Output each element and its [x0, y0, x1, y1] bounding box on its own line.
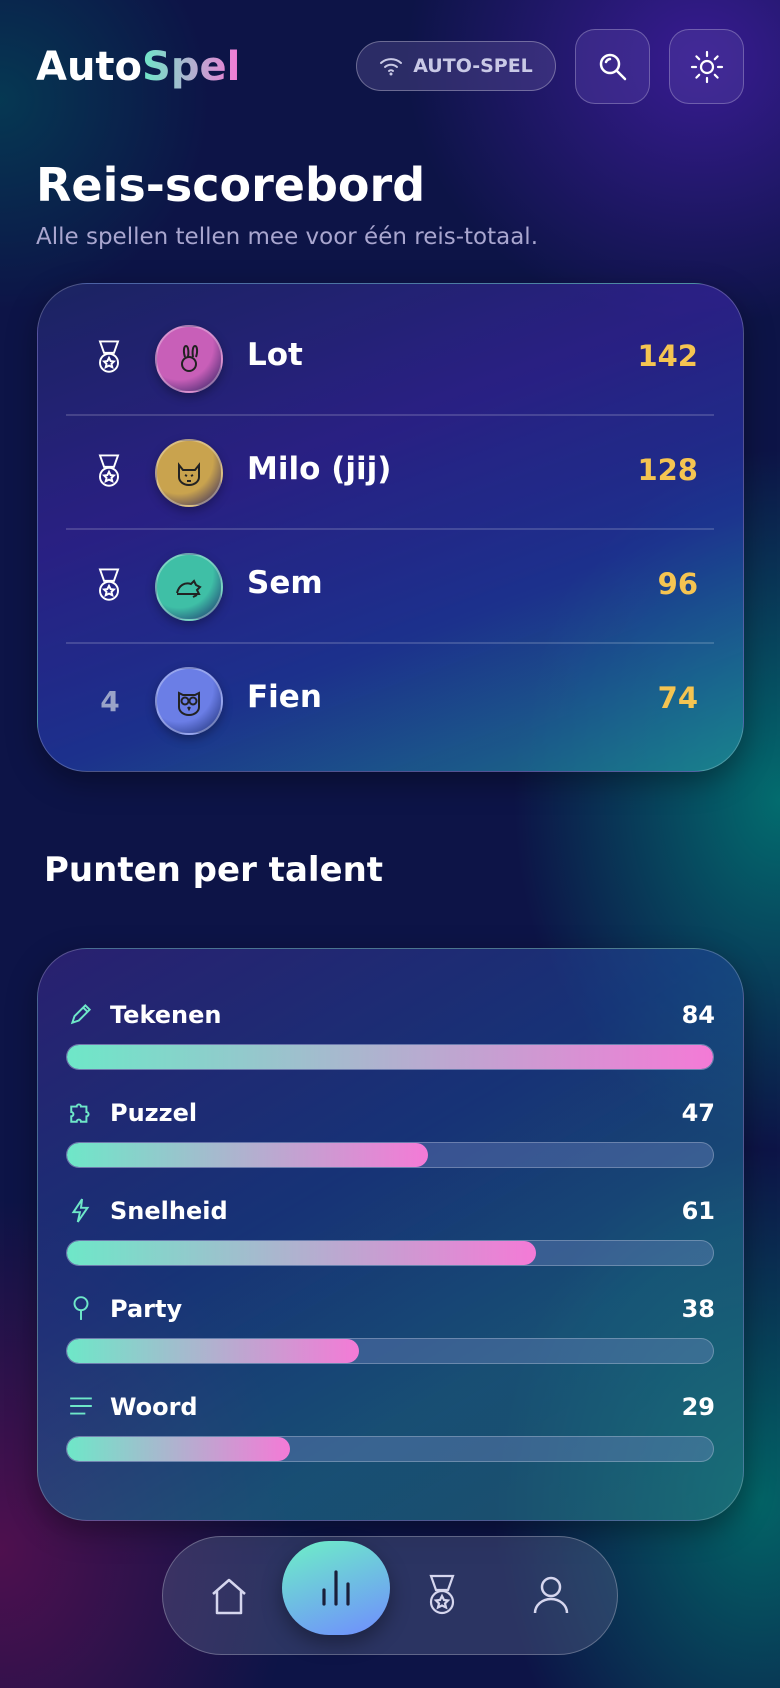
- player-score: 142: [637, 339, 698, 373]
- bar-track: [66, 1338, 714, 1364]
- avatar: [155, 667, 223, 735]
- bar-track: [66, 1436, 714, 1462]
- chart-icon: [322, 1570, 350, 1606]
- leader-row: Lot 142: [38, 301, 743, 415]
- nav-home[interactable]: [208, 1575, 250, 1617]
- medal-part: [98, 454, 120, 468]
- divider: [66, 528, 714, 530]
- player-name: Sem: [247, 565, 323, 601]
- talent-value: 38: [681, 1295, 715, 1323]
- medal-icon: [98, 568, 120, 601]
- page-subtitle: Alle spellen tellen mee voor één reis-to…: [36, 224, 539, 250]
- leaderboard-card: Lot 142 Milo (jij) 128 Sem 96 4 Fien 74: [37, 283, 744, 772]
- search-icon: [599, 53, 626, 80]
- talent-icon: [70, 1397, 92, 1415]
- nav-medals[interactable]: [425, 1573, 459, 1617]
- avatar-icon: [181, 344, 199, 372]
- medal-part: [99, 466, 119, 487]
- section-title: Punten per talent: [44, 850, 384, 890]
- talent-icon: [71, 1198, 90, 1223]
- player-name: Lot: [247, 337, 303, 373]
- sun-icon: [690, 50, 723, 83]
- divider: [66, 414, 714, 416]
- talent-value: 84: [681, 1001, 715, 1029]
- bar-fill: [67, 1241, 537, 1265]
- talents-card: Tekenen 84 Puzzel 47 Snelheid 61 Party 38 Woord 2…: [37, 948, 744, 1521]
- medal-part: [98, 454, 120, 487]
- leader-row: Sem 96: [38, 529, 743, 643]
- talent-name: Tekenen: [110, 1001, 222, 1029]
- mode-pill[interactable]: AUTO-SPEL: [356, 41, 556, 91]
- medal-part: [99, 352, 119, 373]
- brand: AutoSpel: [36, 44, 240, 90]
- bar-track: [66, 1044, 714, 1070]
- divider: [66, 642, 714, 644]
- bar-fill: [67, 1045, 713, 1069]
- player-name: Milo (jij): [247, 451, 392, 487]
- medal-part: [99, 580, 119, 601]
- player-name: Fien: [247, 679, 322, 715]
- medal-part: [101, 469, 117, 484]
- leader-row: 4 Fien 74: [38, 643, 743, 757]
- page-title: Reis-scorebord: [36, 158, 426, 212]
- avatar-icon: [178, 462, 200, 486]
- avatar-icon: [176, 579, 202, 598]
- medal-icon: [98, 340, 120, 373]
- bottom-nav: [162, 1536, 618, 1655]
- search-button[interactable]: [575, 29, 650, 104]
- bar-track: [66, 1240, 714, 1266]
- medal-icon: [98, 454, 120, 487]
- medal-part: [98, 568, 120, 601]
- mode-label: AUTO-SPEL: [413, 55, 533, 77]
- medal-part: [101, 355, 117, 370]
- avatar: [155, 439, 223, 507]
- talent-name: Woord: [110, 1393, 198, 1421]
- player-score: 128: [637, 453, 698, 487]
- rank: 4: [100, 685, 120, 718]
- medal-part: [101, 583, 117, 598]
- avatar-icon: [178, 691, 200, 716]
- talent-name: Party: [110, 1295, 183, 1323]
- talent-name: Snelheid: [110, 1197, 228, 1225]
- theme-button[interactable]: [669, 29, 744, 104]
- bar-fill: [67, 1339, 360, 1363]
- nav-profile[interactable]: [533, 1575, 569, 1615]
- talent-value: 29: [681, 1393, 715, 1421]
- bar-track: [66, 1142, 714, 1168]
- bar-fill: [67, 1437, 291, 1461]
- medal-part: [98, 340, 120, 373]
- medal-part: [98, 568, 120, 582]
- avatar: [155, 325, 223, 393]
- wifi-icon: [380, 58, 403, 76]
- player-score: 96: [657, 567, 698, 601]
- talent-icon: [73, 1296, 89, 1320]
- talent-value: 47: [681, 1099, 715, 1127]
- talent-icon: [70, 1003, 92, 1025]
- medal-part: [98, 340, 120, 354]
- brand-first: Auto: [36, 44, 143, 90]
- nav-scores[interactable]: [282, 1541, 390, 1635]
- player-score: 74: [657, 681, 698, 715]
- brand-second: Spel: [142, 44, 241, 90]
- talent-name: Puzzel: [110, 1099, 198, 1127]
- talent-icon: [70, 1103, 90, 1123]
- talent-value: 61: [681, 1197, 715, 1225]
- leader-row: Milo (jij) 128: [38, 415, 743, 529]
- bar-fill: [67, 1143, 429, 1167]
- avatar: [155, 553, 223, 621]
